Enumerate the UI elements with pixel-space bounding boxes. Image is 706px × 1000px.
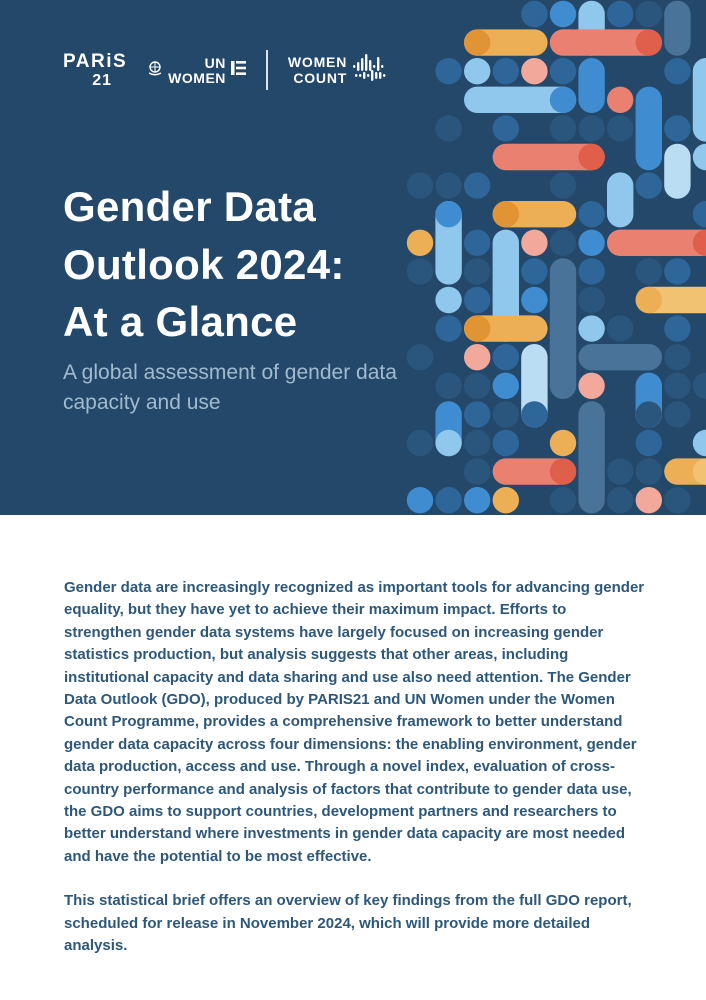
logo-divider [265,50,268,90]
page-title: Gender Data Outlook 2024: At a Glance [63,183,345,346]
body-content: Gender data are increasingly recognized … [64,577,648,958]
women-count-wordmark: WOMEN COUNT [287,54,348,86]
un-women-wordmark: UN WOMEN [168,54,226,86]
cover-header: PARiS 21 UN WOMEN [0,0,706,515]
women-count-logo: WOMEN COUNT [288,53,405,88]
women-count-bars-icon [353,53,405,88]
page-subtitle: A global assessment of gender data capac… [63,361,397,415]
brief-paragraph: This statistical brief offers an overvie… [64,892,632,955]
un-women-logo: UN WOMEN [147,56,246,85]
women-symbol-grid-icon [230,60,246,81]
decorative-dot-pattern [406,0,706,514]
paris21-wordmark-bottom: 21 [92,71,112,89]
intro-paragraph: Gender data are increasingly recognized … [64,579,645,865]
paris21-logo: PARiS 21 [63,52,127,89]
paris21-wordmark-top: PARiS [63,50,128,72]
logo-bar: PARiS 21 UN WOMEN [63,50,405,90]
un-emblem-icon [147,60,163,81]
